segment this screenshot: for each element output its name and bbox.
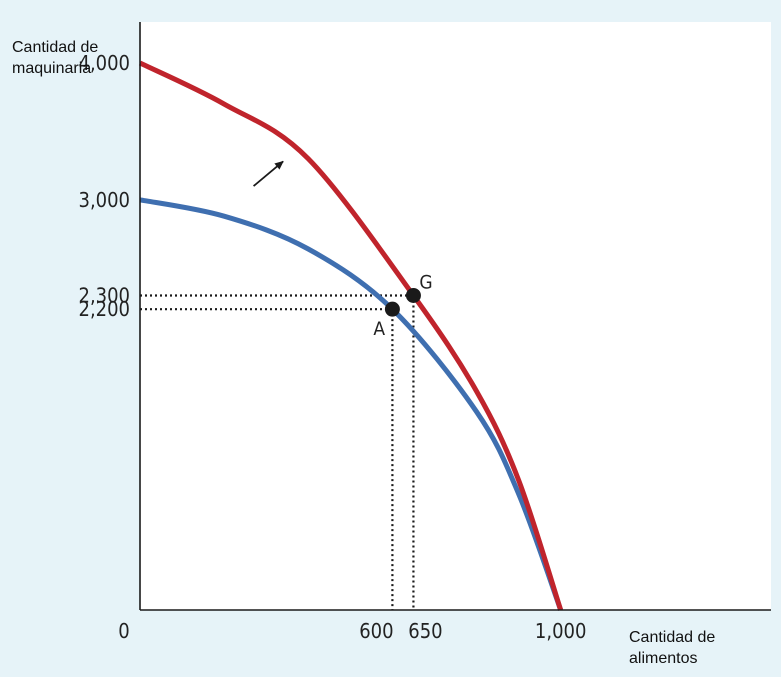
x-tick-label-1: 600 bbox=[359, 619, 393, 643]
x-tick-label-0: 0 bbox=[118, 619, 129, 643]
x-axis-title: Cantidad de alimentos bbox=[629, 629, 716, 667]
point-label-A: A bbox=[373, 318, 385, 340]
y-tick-label-3: 2,200 bbox=[79, 297, 131, 321]
plot-background bbox=[140, 22, 771, 610]
y-axis-title: Cantidad de maquinaria bbox=[12, 39, 99, 77]
x-tick-label-2: 650 bbox=[408, 619, 442, 643]
y-tick-label-2: 2,300 bbox=[79, 283, 131, 307]
x-tick-label-3: 1,000 bbox=[535, 619, 587, 643]
point-A bbox=[384, 301, 400, 317]
y-tick-label-1: 3,000 bbox=[79, 188, 131, 212]
y-tick-label-0: 4,000 bbox=[79, 51, 131, 75]
shift-arrow bbox=[253, 160, 284, 187]
point-label-G: G bbox=[419, 271, 432, 293]
point-G bbox=[405, 287, 421, 303]
